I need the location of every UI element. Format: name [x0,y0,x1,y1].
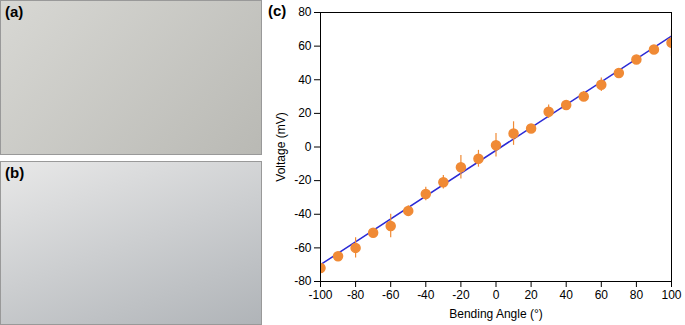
svg-text:Bending Angle (°): Bending Angle (°) [449,307,543,321]
svg-text:-20: -20 [294,173,312,187]
svg-text:80: 80 [298,5,312,19]
svg-text:-60: -60 [294,241,312,255]
html-text:(a): (a) [5,3,24,20]
svg-text:20: 20 [524,288,538,302]
svg-text:60: 60 [298,39,312,53]
svg-text:-60: -60 [382,288,400,302]
svg-text:80: 80 [630,288,644,302]
svg-text:-100: -100 [308,288,332,302]
html-text:(b): (b) [5,164,25,181]
svg-text:-80: -80 [294,274,312,288]
svg-text:0: 0 [305,140,312,154]
html-text:(c): (c) [268,2,287,19]
svg-text:100: 100 [661,288,681,302]
svg-text:0: 0 [493,288,500,302]
svg-text:-40: -40 [417,288,435,302]
svg-text:Voltage (mV): Voltage (mV) [274,112,288,181]
svg-text:-40: -40 [294,207,312,221]
svg-text:40: 40 [298,73,312,87]
svg-text:-80: -80 [347,288,365,302]
svg-text:-20: -20 [452,288,470,302]
svg-text:40: 40 [560,288,574,302]
svg-text:60: 60 [595,288,609,302]
svg-text:20: 20 [298,106,312,120]
